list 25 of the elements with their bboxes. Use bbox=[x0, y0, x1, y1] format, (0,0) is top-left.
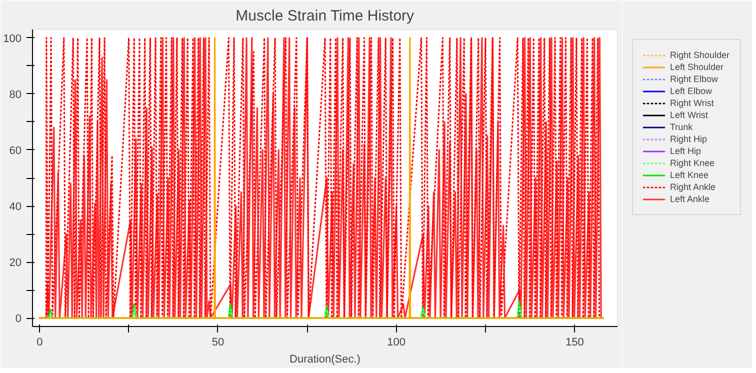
legend-label: Left Shoulder bbox=[670, 62, 724, 72]
legend-label: Left Ankle bbox=[670, 194, 710, 204]
legend-label: Trunk bbox=[670, 122, 693, 132]
y-tick-label: 40 bbox=[9, 201, 22, 214]
legend-label: Right Ankle bbox=[670, 182, 716, 192]
legend-label: Right Shoulder bbox=[670, 50, 730, 60]
x-tick-label: 50 bbox=[212, 336, 224, 348]
y-tick-label: 60 bbox=[9, 144, 22, 157]
legend-label: Right Knee bbox=[670, 158, 715, 168]
legend-label: Left Elbow bbox=[670, 86, 712, 96]
legend-label: Left Knee bbox=[670, 170, 709, 180]
legend-label: Right Elbow bbox=[670, 74, 718, 84]
legend-label: Left Hip bbox=[670, 146, 702, 156]
chart-title: Muscle Strain Time History bbox=[236, 8, 415, 24]
legend-label: Right Hip bbox=[670, 134, 708, 144]
x-tick-label: 0 bbox=[36, 336, 43, 348]
legend-label: Left Wrist bbox=[670, 110, 708, 120]
legend-label: Right Wrist bbox=[670, 98, 714, 108]
y-tick-label: 100 bbox=[3, 32, 22, 45]
x-axis-title: Duration(Sec.) bbox=[290, 354, 360, 366]
y-tick-label: 80 bbox=[9, 88, 22, 101]
y-tick-label: 20 bbox=[9, 257, 22, 270]
y-tick-label: 0 bbox=[15, 313, 22, 326]
x-tick-label: 100 bbox=[387, 336, 406, 348]
x-tick-label: 150 bbox=[566, 336, 584, 348]
